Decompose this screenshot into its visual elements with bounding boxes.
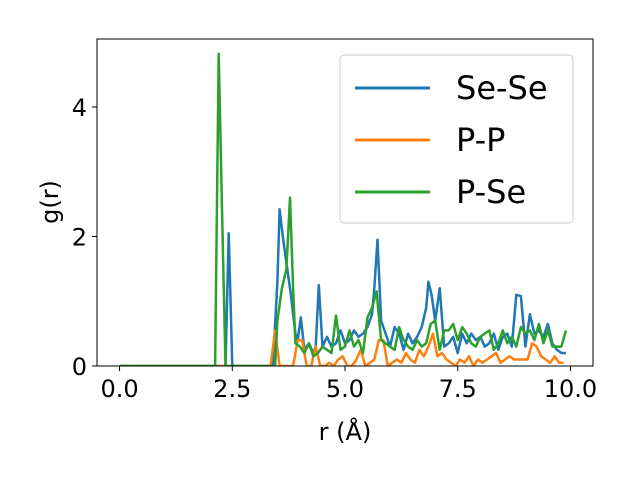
series-line-0 xyxy=(119,208,566,366)
x-tick-label: 2.5 xyxy=(213,375,251,403)
legend: Se-Se P-P P-Se xyxy=(339,54,574,224)
y-tick-label: 0 xyxy=(72,353,87,381)
y-tick-label: 2 xyxy=(72,223,87,251)
x-tick-label: 10.0 xyxy=(544,375,597,403)
legend-box xyxy=(339,54,574,224)
x-axis-label: r (Å) xyxy=(319,417,372,446)
series-line-2 xyxy=(119,52,568,366)
legend-label-2: P-Se xyxy=(456,173,526,211)
x-tick-label: 5.0 xyxy=(326,375,364,403)
x-tick-label: 0.0 xyxy=(100,375,138,403)
y-axis-label: g(r) xyxy=(36,180,64,224)
series-line-1 xyxy=(119,329,564,366)
y-tick-label: 4 xyxy=(72,94,87,122)
series-layer xyxy=(119,52,568,366)
y-axis: 0 2 4 xyxy=(72,94,97,381)
legend-label-0: Se-Se xyxy=(456,69,548,107)
legend-label-1: P-P xyxy=(456,121,505,159)
x-tick-label: 7.5 xyxy=(439,375,477,403)
x-axis: 0.0 2.5 5.0 7.5 10.0 xyxy=(100,366,597,403)
